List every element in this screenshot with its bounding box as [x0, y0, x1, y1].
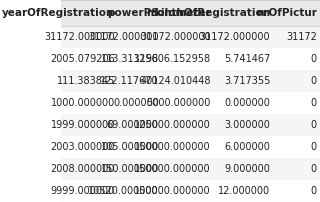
- FancyBboxPatch shape: [162, 114, 214, 136]
- Text: 113.313198: 113.313198: [101, 54, 159, 64]
- Text: 5000.000000: 5000.000000: [146, 98, 211, 108]
- FancyBboxPatch shape: [118, 136, 162, 158]
- FancyBboxPatch shape: [61, 180, 118, 202]
- Text: yearOfRegistration: yearOfRegistration: [2, 8, 115, 18]
- Text: 31172.000000: 31172.000000: [200, 32, 270, 42]
- Text: 31172.000000: 31172.000000: [44, 32, 115, 42]
- FancyBboxPatch shape: [61, 136, 118, 158]
- FancyBboxPatch shape: [61, 48, 118, 70]
- FancyBboxPatch shape: [214, 136, 273, 158]
- Text: 40124.010448: 40124.010448: [140, 76, 211, 86]
- FancyBboxPatch shape: [162, 26, 214, 48]
- Text: 31172.000000: 31172.000000: [140, 32, 211, 42]
- FancyBboxPatch shape: [118, 92, 162, 114]
- FancyBboxPatch shape: [162, 0, 214, 26]
- Text: 31172: 31172: [286, 32, 317, 42]
- Text: 0: 0: [311, 164, 317, 174]
- Text: 1999.000000: 1999.000000: [51, 120, 115, 130]
- Text: 1000.000000: 1000.000000: [51, 98, 115, 108]
- Text: 0.000000: 0.000000: [113, 98, 159, 108]
- FancyBboxPatch shape: [273, 180, 320, 202]
- Text: 3.717355: 3.717355: [224, 76, 270, 86]
- Text: 125606.152958: 125606.152958: [133, 54, 211, 64]
- Text: 6.000000: 6.000000: [224, 142, 270, 152]
- FancyBboxPatch shape: [214, 48, 273, 70]
- FancyBboxPatch shape: [214, 0, 273, 26]
- Text: 69.000000: 69.000000: [107, 120, 159, 130]
- Text: 150000.000000: 150000.000000: [134, 186, 211, 196]
- Text: 150000.000000: 150000.000000: [134, 142, 211, 152]
- FancyBboxPatch shape: [61, 26, 118, 48]
- FancyBboxPatch shape: [162, 158, 214, 180]
- FancyBboxPatch shape: [214, 114, 273, 136]
- Text: 125000.000000: 125000.000000: [134, 120, 211, 130]
- FancyBboxPatch shape: [61, 0, 118, 26]
- FancyBboxPatch shape: [273, 0, 320, 26]
- FancyBboxPatch shape: [273, 92, 320, 114]
- FancyBboxPatch shape: [118, 114, 162, 136]
- FancyBboxPatch shape: [162, 180, 214, 202]
- Text: 3.000000: 3.000000: [224, 120, 270, 130]
- FancyBboxPatch shape: [273, 158, 320, 180]
- Text: 9.000000: 9.000000: [224, 164, 270, 174]
- FancyBboxPatch shape: [273, 48, 320, 70]
- Text: 0: 0: [311, 186, 317, 196]
- Text: 2003.000000: 2003.000000: [50, 142, 115, 152]
- FancyBboxPatch shape: [61, 92, 118, 114]
- FancyBboxPatch shape: [273, 136, 320, 158]
- FancyBboxPatch shape: [118, 26, 162, 48]
- FancyBboxPatch shape: [162, 136, 214, 158]
- Text: 111.383845: 111.383845: [56, 76, 115, 86]
- Text: 5.741467: 5.741467: [224, 54, 270, 64]
- Text: 0: 0: [311, 142, 317, 152]
- FancyBboxPatch shape: [162, 70, 214, 92]
- FancyBboxPatch shape: [273, 26, 320, 48]
- Text: 2008.000000: 2008.000000: [50, 164, 115, 174]
- Text: 0: 0: [311, 54, 317, 64]
- FancyBboxPatch shape: [214, 92, 273, 114]
- Text: 2005.079206: 2005.079206: [50, 54, 115, 64]
- Text: 150000.000000: 150000.000000: [134, 164, 211, 174]
- FancyBboxPatch shape: [61, 70, 118, 92]
- FancyBboxPatch shape: [214, 70, 273, 92]
- Text: 31172.000000: 31172.000000: [88, 32, 159, 42]
- FancyBboxPatch shape: [214, 26, 273, 48]
- FancyBboxPatch shape: [118, 158, 162, 180]
- Text: 10520.000000: 10520.000000: [88, 186, 159, 196]
- Text: 0: 0: [311, 76, 317, 86]
- Text: 105.000000: 105.000000: [100, 142, 159, 152]
- Text: kilometer: kilometer: [154, 8, 211, 18]
- Text: 0: 0: [311, 120, 317, 130]
- FancyBboxPatch shape: [214, 158, 273, 180]
- Text: nrOfPictur: nrOfPictur: [256, 8, 317, 18]
- FancyBboxPatch shape: [162, 92, 214, 114]
- FancyBboxPatch shape: [118, 48, 162, 70]
- FancyBboxPatch shape: [214, 180, 273, 202]
- FancyBboxPatch shape: [61, 158, 118, 180]
- FancyBboxPatch shape: [118, 70, 162, 92]
- FancyBboxPatch shape: [118, 180, 162, 202]
- Text: 12.000000: 12.000000: [218, 186, 270, 196]
- FancyBboxPatch shape: [273, 114, 320, 136]
- Text: 0: 0: [311, 98, 317, 108]
- FancyBboxPatch shape: [61, 114, 118, 136]
- Text: 0.000000: 0.000000: [224, 98, 270, 108]
- Text: 9999.000000: 9999.000000: [51, 186, 115, 196]
- Text: powerPS: powerPS: [107, 8, 159, 18]
- FancyBboxPatch shape: [273, 70, 320, 92]
- FancyBboxPatch shape: [118, 0, 162, 26]
- FancyBboxPatch shape: [162, 48, 214, 70]
- Text: monthOfRegistration: monthOfRegistration: [146, 8, 270, 18]
- Text: 150.000000: 150.000000: [100, 164, 159, 174]
- Text: 122.117670: 122.117670: [100, 76, 159, 86]
